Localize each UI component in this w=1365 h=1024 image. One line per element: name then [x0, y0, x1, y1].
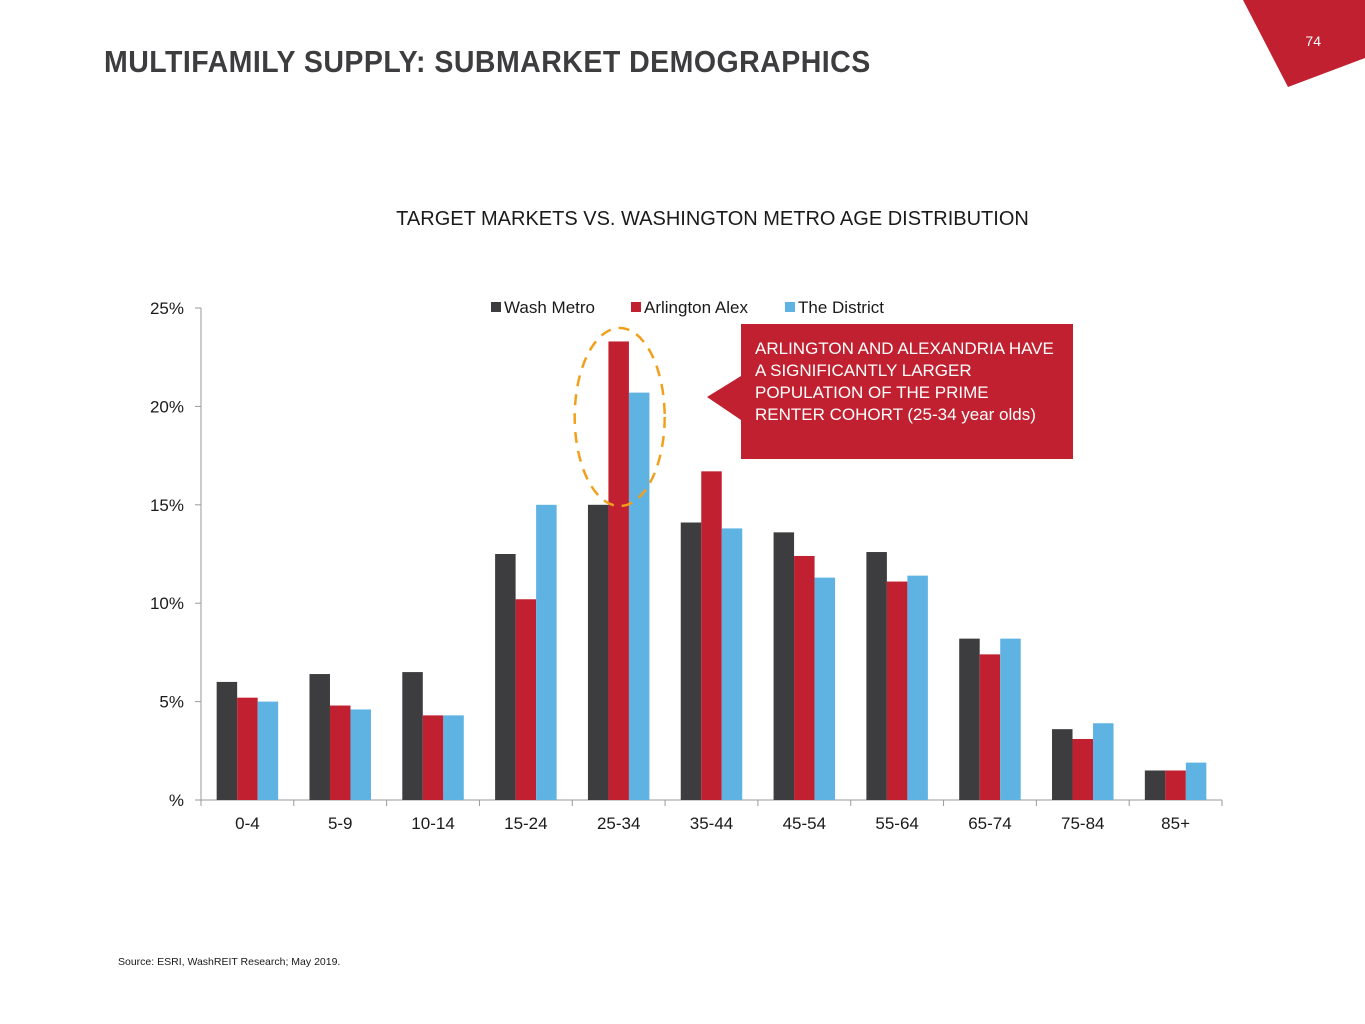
bar-the-district-0-4	[257, 701, 279, 800]
x-tick-label: 35-44	[690, 814, 733, 833]
bar-arlington-alex-85+	[1165, 770, 1186, 800]
bar-arlington-alex-35-44	[701, 471, 722, 800]
bar-the-district-55-64	[907, 575, 928, 800]
legend-swatch	[785, 302, 795, 312]
bar-the-district-75-84	[1093, 723, 1114, 800]
bar-wash-metro-35-44	[680, 522, 702, 800]
bar-wash-metro-85+	[1144, 770, 1166, 800]
y-tick-label: 15%	[150, 496, 184, 515]
chart-title: TARGET MARKETS VS. WASHINGTON METRO AGE …	[396, 208, 1029, 230]
bar-wash-metro-45-54	[773, 532, 795, 800]
bar-wash-metro-0-4	[216, 681, 238, 800]
bar-wash-metro-75-84	[1052, 729, 1073, 800]
bar-arlington-alex-0-4	[237, 697, 258, 800]
bar-wash-metro-10-14	[402, 672, 423, 800]
highlight-ellipse	[573, 326, 666, 508]
bar-arlington-alex-75-84	[1072, 738, 1094, 800]
bar-wash-metro-5-9	[309, 674, 330, 800]
bar-the-district-45-54	[814, 577, 836, 800]
callout-pointer	[707, 376, 741, 420]
callout-text: ARLINGTON AND ALEXANDRIA HAVE A SIGNIFIC…	[755, 339, 1054, 424]
bar-the-district-85+	[1185, 762, 1207, 800]
x-tick-label: 45-54	[783, 814, 826, 833]
bar-arlington-alex-45-54	[794, 555, 815, 800]
legend-label: Wash Metro	[504, 298, 595, 317]
x-tick-label: 0-4	[235, 814, 260, 833]
bar-the-district-5-9	[350, 709, 371, 800]
bar-the-district-35-44	[721, 528, 743, 800]
x-tick-label: 10-14	[411, 814, 454, 833]
legend-label: The District	[798, 298, 884, 317]
legend-swatch	[631, 302, 641, 312]
x-tick-label: 65-74	[968, 814, 1011, 833]
bar-arlington-alex-65-74	[979, 654, 1001, 800]
bar-the-district-15-24	[536, 504, 557, 800]
y-tick-label: 25%	[150, 299, 184, 318]
legend-swatch	[491, 302, 501, 312]
x-tick-label: 5-9	[328, 814, 353, 833]
y-tick-label: 20%	[150, 397, 184, 416]
bar-wash-metro-15-24	[495, 554, 516, 800]
corner-tab	[1243, 0, 1365, 87]
corner-tab-shape	[1243, 0, 1365, 87]
source-note: Source: ESRI, WashREIT Research; May 201…	[118, 956, 341, 968]
bar-arlington-alex-55-64	[886, 581, 908, 800]
page-title: MULTIFAMILY SUPPLY: SUBMARKET DEMOGRAPHI…	[104, 44, 871, 79]
bar-wash-metro-55-64	[866, 552, 887, 800]
bar-arlington-alex-10-14	[422, 715, 444, 800]
bar-arlington-alex-15-24	[515, 599, 537, 800]
bar-the-district-10-14	[443, 715, 464, 800]
bar-the-district-25-34	[628, 392, 650, 800]
x-tick-label: 25-34	[597, 814, 640, 833]
y-tick-label: 5%	[159, 693, 184, 712]
x-tick-label: 55-64	[875, 814, 918, 833]
bar-the-district-65-74	[1000, 638, 1021, 800]
y-tick-label: %	[169, 791, 184, 810]
bar-arlington-alex-5-9	[329, 705, 351, 800]
y-tick-label: 10%	[150, 594, 184, 613]
bar-wash-metro-25-34	[587, 504, 609, 800]
legend-label: Arlington Alex	[644, 298, 748, 317]
x-tick-label: 85+	[1161, 814, 1190, 833]
bar-arlington-alex-25-34	[608, 341, 629, 800]
x-tick-label: 75-84	[1061, 814, 1104, 833]
x-tick-label: 15-24	[504, 814, 547, 833]
bar-wash-metro-65-74	[959, 638, 980, 800]
page-number: 74	[1305, 33, 1321, 49]
callout-box: ARLINGTON AND ALEXANDRIA HAVE A SIGNIFIC…	[741, 324, 1073, 459]
